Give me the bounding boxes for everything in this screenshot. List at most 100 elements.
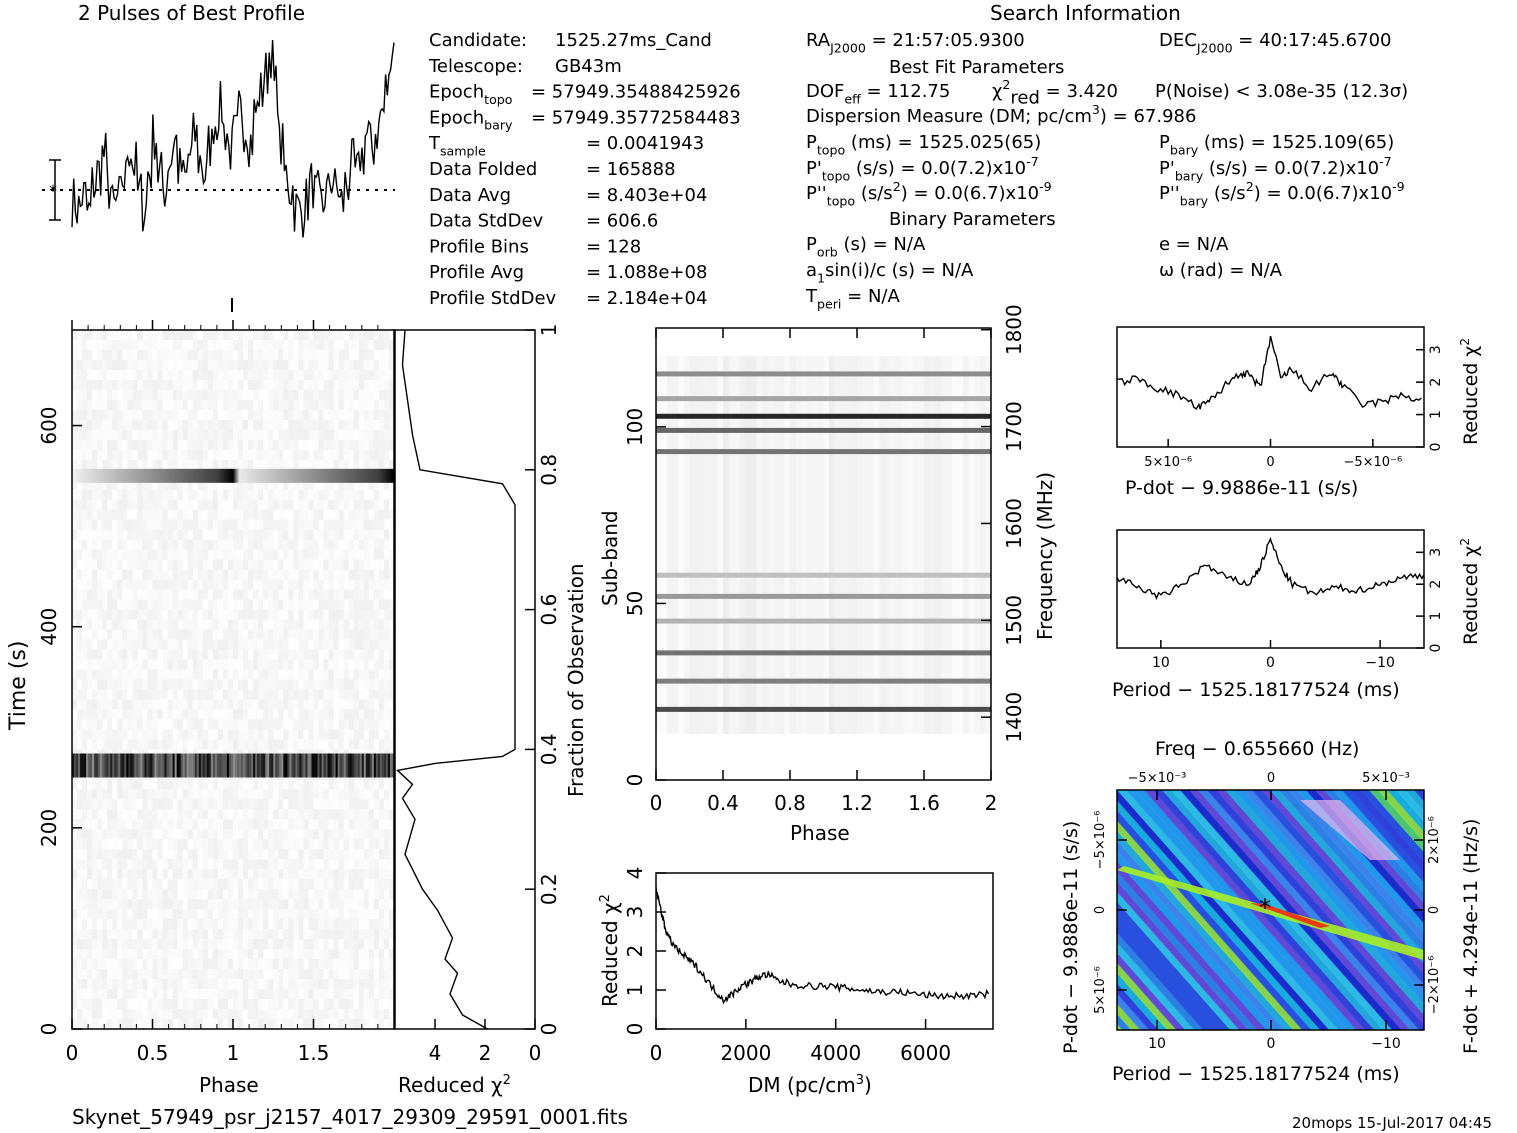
heatmap-cell (212, 549, 219, 561)
heatmap-cell (373, 839, 380, 850)
ytick-label: 2 (1428, 378, 1444, 387)
heatmap-cell (363, 779, 370, 790)
heatmap-cell (233, 909, 239, 920)
y2tick-label: −2×10⁻⁶ (1427, 956, 1442, 1015)
heatmap-cell (72, 330, 78, 341)
bright-band-cell (253, 753, 256, 778)
heatmap-cell (132, 509, 138, 521)
heatmap-cell (137, 1009, 143, 1020)
heatmap-cell (238, 979, 244, 990)
heatmap-cell (97, 789, 103, 800)
info-value: GB43m (555, 56, 622, 77)
heatmap-cell (147, 479, 153, 491)
heatmap-cell (222, 429, 229, 441)
bright-band-cell (192, 753, 196, 778)
heatmap-cell (127, 799, 133, 810)
heatmap-cell (338, 579, 345, 591)
heatmap-cell (243, 639, 249, 651)
heatmap-cell (745, 356, 752, 735)
heatmap-cell (222, 639, 229, 651)
heatmap-cell (368, 819, 375, 830)
heatmap-cell (348, 919, 355, 930)
heatmap-cell (278, 849, 284, 860)
heatmap-cell (222, 709, 229, 720)
heatmap-cell (238, 859, 244, 870)
heatmap-cell (157, 949, 164, 960)
heatmap-cell (388, 939, 394, 950)
heatmap-cell (283, 689, 289, 700)
heatmap-cell (308, 849, 314, 860)
heatmap-cell (383, 979, 390, 990)
heatmap-cell (308, 709, 314, 720)
heatmap-cell (711, 356, 718, 735)
heatmap-cell (298, 439, 304, 451)
heatmap-cell (167, 919, 174, 930)
heatmap-cell (238, 1019, 244, 1029)
heatmap-cell (157, 339, 164, 351)
heatmap-cell (283, 389, 289, 401)
heatmap-cell (77, 719, 83, 730)
heatmap-cell (263, 479, 269, 491)
heatmap-cell (328, 379, 335, 391)
heatmap-cell (298, 979, 304, 990)
heatmap-cell (388, 1019, 394, 1029)
heatmap-cell (97, 1009, 103, 1020)
heatmap-cell (233, 839, 239, 850)
heatmap-cell (172, 629, 179, 641)
heatmap-cell (348, 619, 355, 631)
heatmap-cell (167, 789, 174, 800)
bright-band-cell (249, 753, 252, 778)
heatmap-cell (313, 399, 320, 411)
heatmap-cell (253, 589, 259, 601)
heatmap-cell (212, 589, 219, 601)
heatmap-cell (238, 379, 244, 391)
bright-band-cell (265, 753, 268, 778)
heatmap-cell (72, 599, 78, 611)
heatmap-cell (243, 419, 249, 431)
heatmap-cell (243, 539, 249, 551)
bright-band-cell (146, 753, 149, 778)
heatmap-cell (333, 489, 340, 501)
heatmap-cell (227, 619, 234, 631)
bright-band-cell (112, 753, 115, 778)
heatmap-cell (293, 429, 299, 441)
heatmap-cell (122, 699, 128, 710)
heatmap-cell (293, 839, 299, 850)
heatmap-cell (303, 919, 309, 930)
pdbary-value: P'bary (s/s) = 0.0(7.2)x10-7 (1159, 154, 1392, 183)
heatmap-cell (388, 499, 394, 511)
heatmap-cell (107, 689, 113, 700)
heatmap-cell (348, 679, 355, 690)
heatmap-cell (323, 939, 330, 950)
heatmap-cell (192, 419, 199, 431)
heatmap-cell (273, 609, 279, 621)
bright-band-cell (355, 753, 359, 778)
heatmap-cell (92, 609, 98, 621)
heatmap-cell (167, 779, 174, 790)
heatmap-cell (298, 839, 304, 850)
heatmap-cell (263, 459, 269, 471)
heatmap-cell (107, 729, 113, 740)
heatmap-cell (217, 349, 224, 361)
heatmap-cell (263, 399, 269, 411)
heatmap-cell (268, 869, 274, 880)
heatmap-cell (142, 899, 148, 910)
heatmap-cell (338, 889, 345, 900)
heatmap-cell (318, 659, 325, 671)
heatmap-cell (87, 709, 93, 720)
heatmap-cell (298, 569, 304, 581)
heatmap-cell (308, 899, 314, 910)
heatmap-cell (167, 979, 174, 990)
heatmap-cell (132, 999, 138, 1010)
heatmap-cell (353, 449, 360, 461)
heatmap-cell (72, 819, 78, 830)
heatmap-cell (202, 839, 209, 850)
heatmap-cell (127, 599, 133, 611)
heatmap-cell (132, 989, 138, 1000)
heatmap-cell (303, 409, 309, 421)
heatmap-cell (378, 489, 385, 501)
heatmap-cell (303, 969, 309, 980)
heatmap-cell (298, 959, 304, 970)
heatmap-cell (308, 719, 314, 730)
subband-line (656, 371, 991, 377)
